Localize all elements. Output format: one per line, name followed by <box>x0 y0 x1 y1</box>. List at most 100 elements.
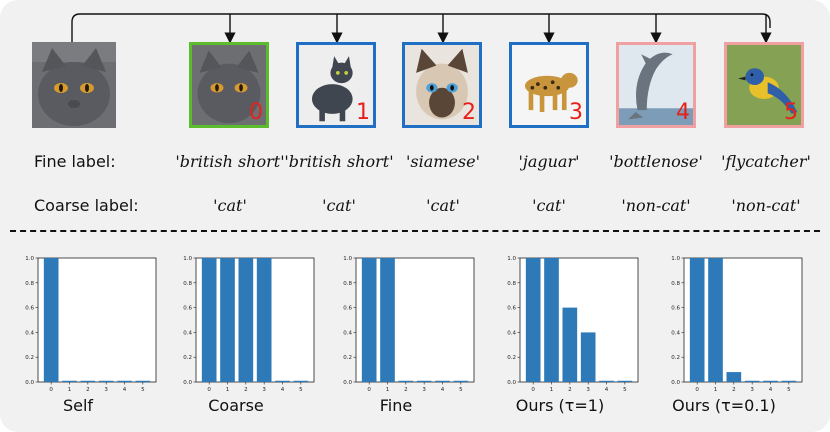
bar-ours-tau-1-4 <box>599 380 614 382</box>
siamese-cat-icon <box>405 45 479 125</box>
flycatcher-bird-icon <box>727 45 801 125</box>
x-tick-label-ours-tau-1-1: 1 <box>550 387 554 393</box>
y-tick-label-self-4: 0.8 <box>25 281 34 287</box>
x-tick-label-self-2: 2 <box>86 387 90 393</box>
fine-label-4: 'bottlenose' <box>609 152 703 171</box>
y-tick-label-fine-1: 0.2 <box>343 355 352 361</box>
y-tick-label-self-3: 0.6 <box>25 306 34 312</box>
x-tick-label-self-0: 0 <box>49 387 53 393</box>
y-tick-label-self-5: 1.0 <box>25 256 34 262</box>
coarse-label-5: 'non-cat' <box>731 196 801 215</box>
coarse-label-2: 'cat' <box>426 196 460 215</box>
fine-label-heading: Fine label: <box>34 152 116 171</box>
x-tick-label-ours-tau-1-0: 0 <box>531 387 535 393</box>
x-tick-label-ours-tau-0-1-4: 4 <box>769 387 773 393</box>
y-tick-label-coarse-0: 0.0 <box>183 380 192 386</box>
y-tick-label-fine-2: 0.4 <box>343 330 352 336</box>
image-index-2: 2 <box>462 100 476 125</box>
bar-fine-4 <box>435 380 450 382</box>
x-tick-label-coarse-2: 2 <box>244 387 248 393</box>
x-tick-label-ours-tau-0-1-1: 1 <box>714 387 718 393</box>
bar-ours-tau-0-1-3 <box>744 380 760 382</box>
bar-self-1 <box>62 380 77 382</box>
fine-label-0: 'british short' <box>175 152 285 171</box>
bar-coarse-3 <box>256 258 272 382</box>
bar-ours-tau-0-1-5 <box>781 380 797 382</box>
y-tick-label-coarse-3: 0.6 <box>183 306 192 312</box>
bar-ours-tau-1-1 <box>544 258 559 382</box>
y-tick-label-fine-5: 1.0 <box>343 256 352 262</box>
chart-title-coarse: Coarse <box>208 396 264 415</box>
x-tick-label-fine-3: 3 <box>422 387 426 393</box>
x-tick-label-ours-tau-0-1-0: 0 <box>695 387 699 393</box>
x-tick-label-fine-5: 5 <box>459 387 463 393</box>
coarse-label-heading: Coarse label: <box>34 196 139 215</box>
x-tick-label-ours-tau-1-3: 3 <box>586 387 590 393</box>
y-tick-label-ours-tau-0-1-4: 0.8 <box>671 281 680 287</box>
chart-ours-tau-0-1: 0 1 2 3 4 5 0.0 0.2 0.4 0.6 0.8 1.0 <box>671 256 803 393</box>
jaguar-icon <box>512 45 586 125</box>
bar-ours-tau-1-5 <box>617 380 633 382</box>
bar-coarse-1 <box>220 258 235 382</box>
x-tick-label-coarse-0: 0 <box>207 387 211 393</box>
bar-fine-1 <box>380 258 395 382</box>
y-tick-label-self-1: 0.2 <box>25 355 34 361</box>
x-tick-label-ours-tau-0-1-2: 2 <box>732 387 736 393</box>
bar-ours-tau-1-0 <box>525 258 541 382</box>
image-0-british-shorthair: 0 <box>189 42 269 128</box>
bar-self-4 <box>117 380 132 382</box>
x-tick-label-fine-2: 2 <box>404 387 408 393</box>
y-tick-label-ours-tau-1-5: 1.0 <box>507 256 516 262</box>
image-index-1: 1 <box>356 100 370 125</box>
chart-self: 0 1 2 3 4 5 0.0 0.2 0.4 0.6 0.8 1.0 <box>25 256 157 393</box>
anchor-image-british-shorthair <box>32 42 116 128</box>
bar-coarse-0 <box>201 258 217 382</box>
image-index-3: 3 <box>569 100 583 125</box>
bar-ours-tau-1-3 <box>580 332 596 382</box>
y-tick-label-ours-tau-0-1-2: 0.4 <box>671 330 680 336</box>
sitting-grey-cat-icon <box>299 45 373 125</box>
bar-fine-3 <box>416 380 432 382</box>
bar-coarse-2 <box>238 258 254 382</box>
x-tick-label-self-5: 5 <box>141 387 145 393</box>
y-tick-label-ours-tau-1-3: 0.6 <box>507 306 516 312</box>
fine-label-2: 'siamese' <box>406 152 480 171</box>
image-4-bottlenose: 4 <box>616 42 696 128</box>
bar-fine-2 <box>398 380 414 382</box>
bar-fine-0 <box>361 258 377 382</box>
bar-self-3 <box>98 380 114 382</box>
coarse-label-1: 'cat' <box>322 196 356 215</box>
bar-ours-tau-0-1-2 <box>726 372 742 382</box>
y-tick-label-ours-tau-1-2: 0.4 <box>507 330 516 336</box>
image-1-british-shorthair: 1 <box>296 42 376 128</box>
image-3-jaguar: 3 <box>509 42 589 128</box>
image-index-5: 5 <box>784 100 798 125</box>
y-tick-label-ours-tau-0-1-1: 0.2 <box>671 355 680 361</box>
image-index-0: 0 <box>249 100 263 125</box>
y-tick-label-ours-tau-0-1-5: 1.0 <box>671 256 680 262</box>
x-tick-label-self-3: 3 <box>104 387 108 393</box>
x-tick-label-ours-tau-1-4: 4 <box>605 387 609 393</box>
x-tick-label-self-1: 1 <box>68 387 72 393</box>
y-tick-label-ours-tau-1-0: 0.0 <box>507 380 516 386</box>
x-tick-label-ours-tau-0-1-3: 3 <box>750 387 754 393</box>
bar-ours-tau-0-1-1 <box>708 258 723 382</box>
y-tick-label-coarse-2: 0.4 <box>183 330 192 336</box>
y-tick-label-ours-tau-1-4: 0.8 <box>507 281 516 287</box>
chart-ours-tau-1: 0 1 2 3 4 5 0.0 0.2 0.4 0.6 0.8 1.0 <box>507 256 639 393</box>
image-index-4: 4 <box>676 100 690 125</box>
fine-label-5: 'flycatcher' <box>721 152 811 171</box>
connector-bus <box>71 13 771 44</box>
chart-title-ours-tau-0-1: Ours (τ=0.1) <box>672 396 776 415</box>
fine-label-3: 'jaguar' <box>518 152 580 171</box>
coarse-label-0: 'cat' <box>213 196 247 215</box>
image-5-flycatcher: 5 <box>724 42 804 128</box>
chart-fine: 0 1 2 3 4 5 0.0 0.2 0.4 0.6 0.8 1.0 <box>343 256 475 393</box>
fine-label-1: 'british short' <box>284 152 394 171</box>
chart-title-ours-tau-1: Ours (τ=1) <box>515 396 605 415</box>
x-tick-label-self-4: 4 <box>123 387 127 393</box>
british-shorthair-cat-icon <box>192 45 266 125</box>
y-tick-label-fine-0: 0.0 <box>343 380 352 386</box>
